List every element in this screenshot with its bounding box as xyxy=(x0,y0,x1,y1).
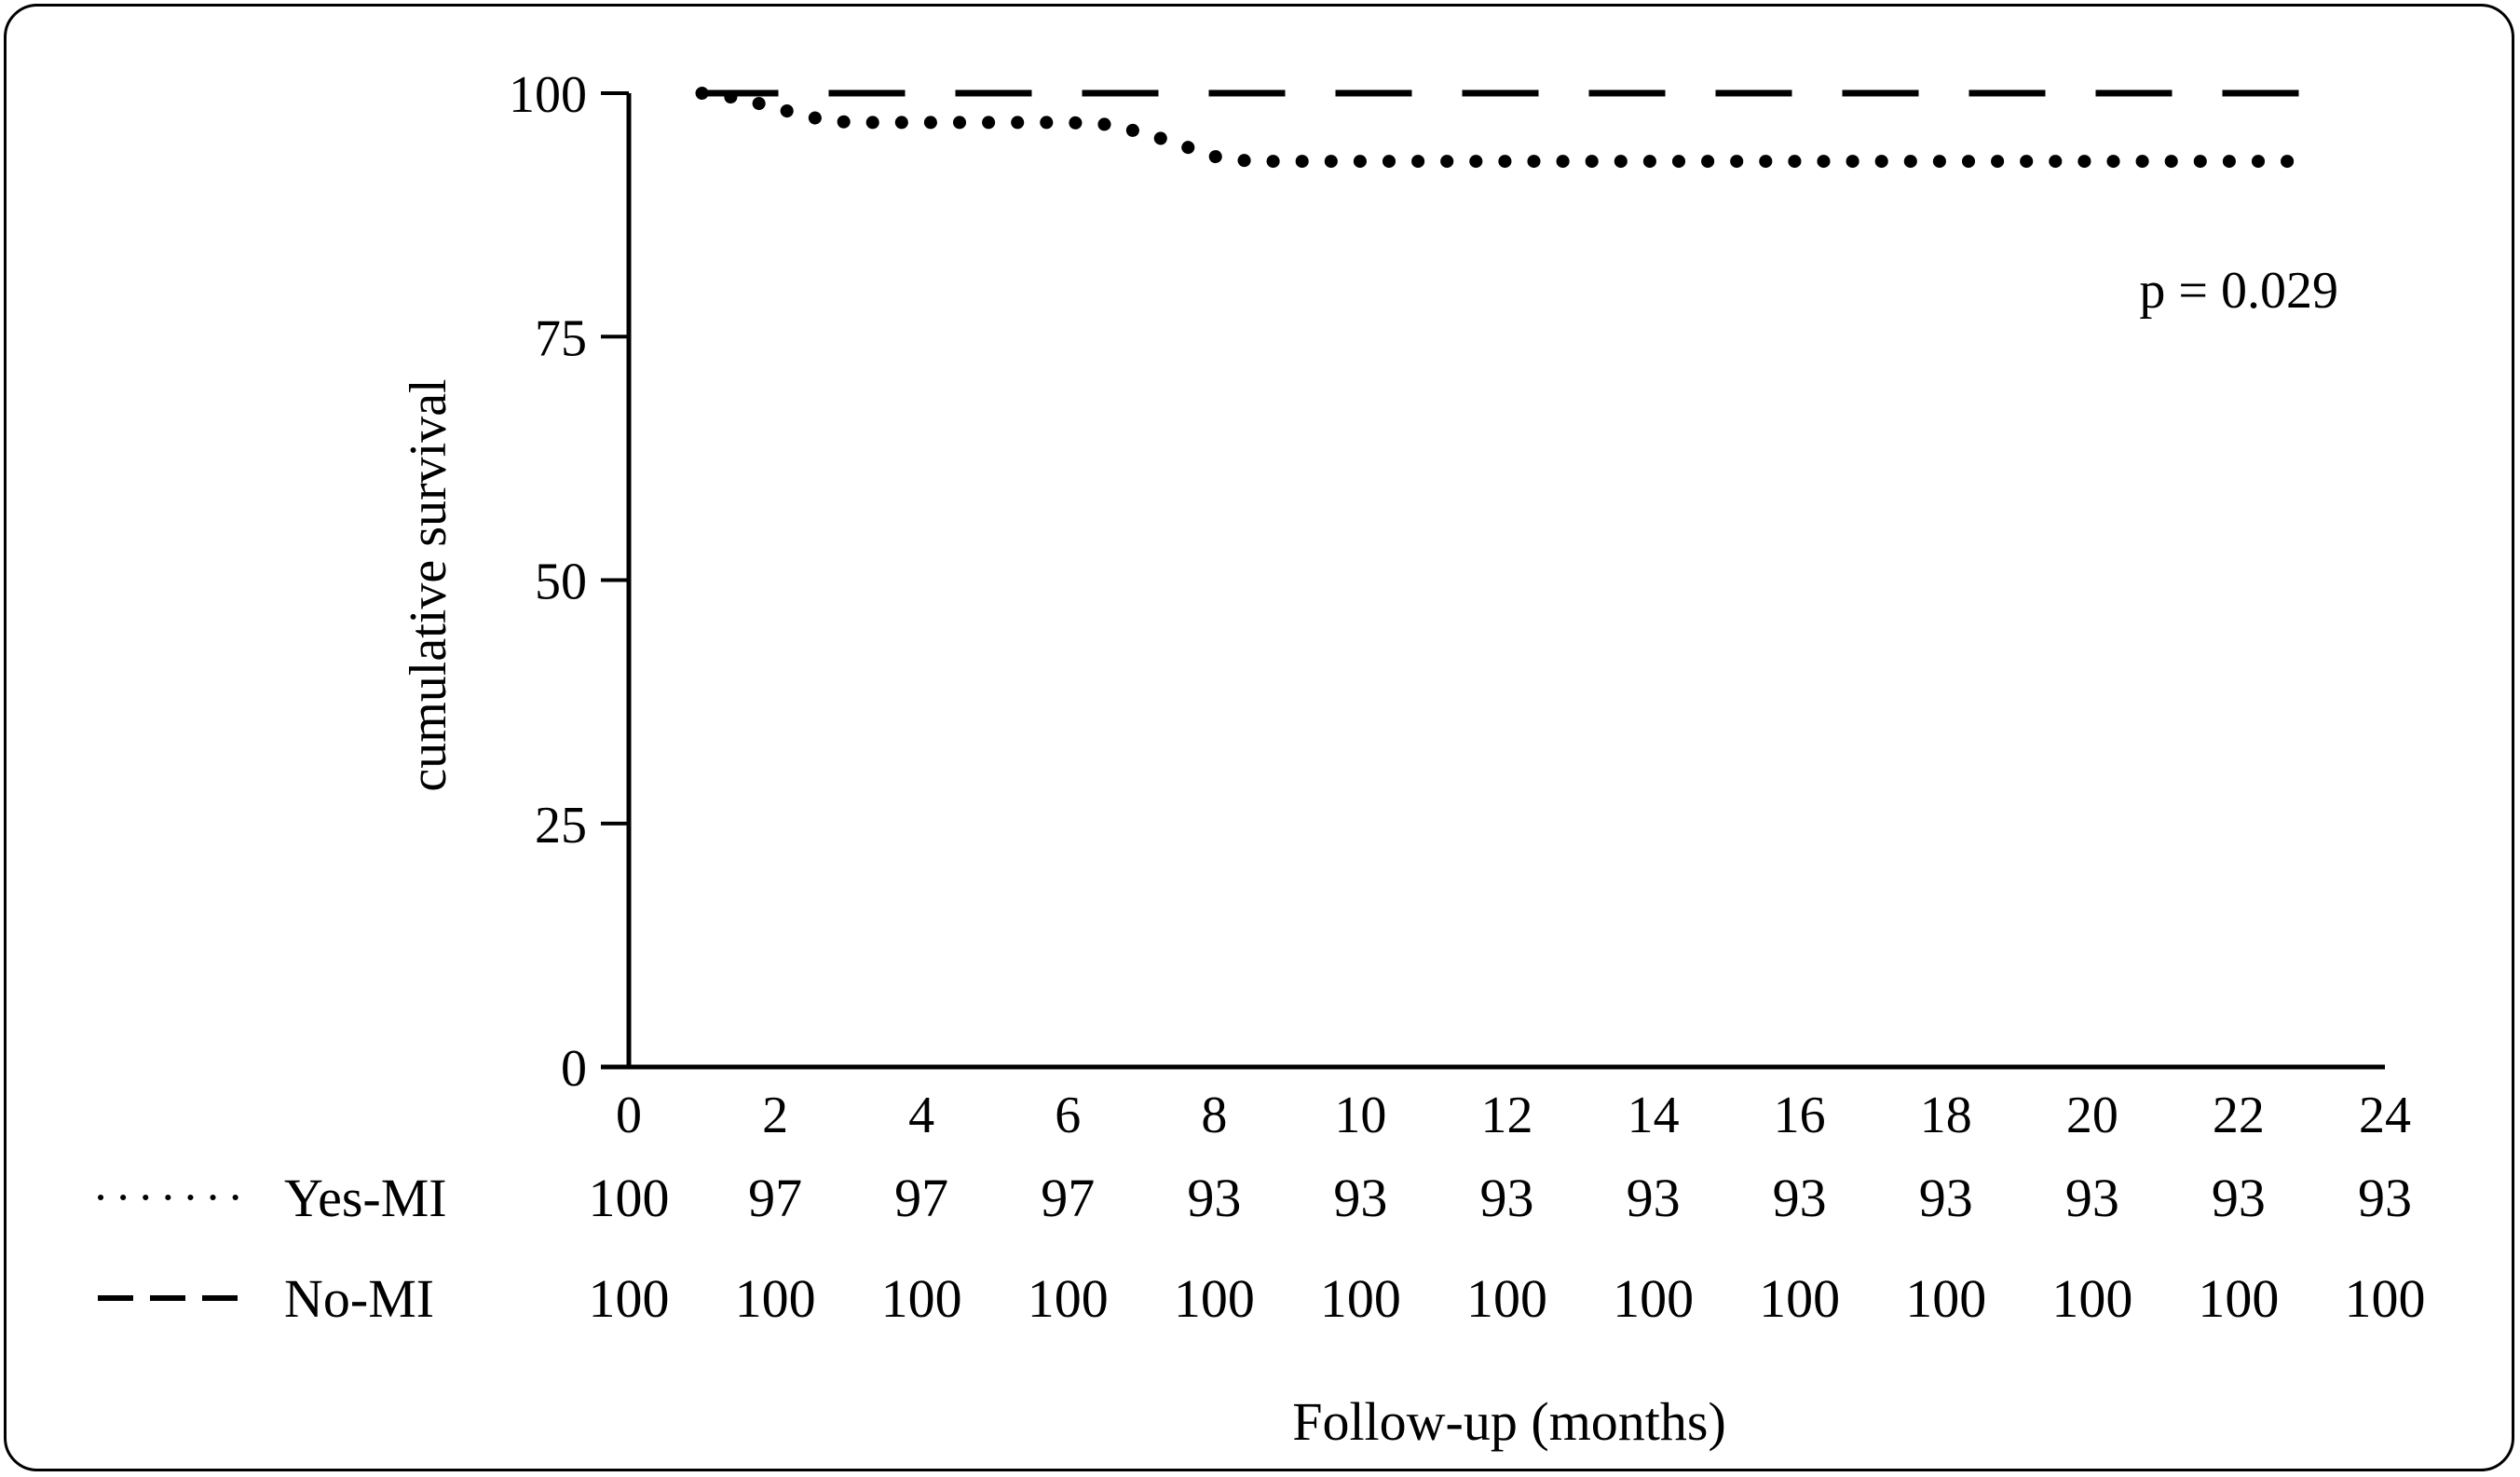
risk-table-cell: 100 xyxy=(1759,1268,1840,1329)
risk-table-cell: 97 xyxy=(1041,1168,1095,1228)
risk-table-cell: 93 xyxy=(2065,1168,2119,1228)
risk-table-cell: 100 xyxy=(881,1268,962,1329)
risk-table-cell: 100 xyxy=(1613,1268,1694,1329)
chart-labels: cumulative survival Follow-up (months) p… xyxy=(400,262,2338,1452)
y-tick-label: 0 xyxy=(561,1040,587,1098)
risk-table-cell: 93 xyxy=(1187,1168,1241,1228)
risk-table-cell: 93 xyxy=(1333,1168,1387,1228)
risk-table-cell: 93 xyxy=(1919,1168,1973,1228)
risk-table-cell: 97 xyxy=(748,1168,802,1228)
x-tick-label: 8 xyxy=(1201,1087,1227,1144)
risk-row-label-yes-mi: Yes-MI xyxy=(284,1168,447,1228)
risk-table-cell: 100 xyxy=(2198,1268,2279,1329)
risk-table-cell: 100 xyxy=(1905,1268,1986,1329)
x-tick-label: 20 xyxy=(2066,1087,2118,1144)
x-tick-label: 4 xyxy=(908,1087,934,1144)
x-tick-label: 14 xyxy=(1628,1087,1680,1144)
p-value-annotation: p = 0.029 xyxy=(2139,262,2338,320)
x-tick-label: 16 xyxy=(1774,1087,1826,1144)
risk-table-cell: 100 xyxy=(735,1268,816,1329)
risk-table-cell: 100 xyxy=(589,1168,670,1228)
risk-table-cell: 100 xyxy=(1320,1268,1401,1329)
risk-table-cell: 93 xyxy=(1773,1168,1827,1228)
risk-table-cell: 93 xyxy=(1627,1168,1681,1228)
risk-table-cell: 93 xyxy=(1480,1168,1534,1228)
risk-table: Yes-MI 100 97 97 97 93 93 93 93 93 93 93 93 93 No-MI 10… xyxy=(98,1168,2426,1329)
risk-row-label-no-mi: No-MI xyxy=(284,1268,434,1329)
chart-frame xyxy=(4,4,2514,1471)
x-tick-label: 2 xyxy=(762,1087,788,1144)
y-tick-label: 50 xyxy=(535,554,587,611)
risk-table-cell: 100 xyxy=(1466,1268,1547,1329)
risk-table-cell: 100 xyxy=(2345,1268,2426,1329)
risk-table-cell: 100 xyxy=(2051,1268,2132,1329)
x-tick-label: 6 xyxy=(1055,1087,1081,1144)
y-tick-label: 25 xyxy=(535,797,587,855)
series-yes-mi-line xyxy=(695,87,2319,169)
risk-table-cell: 100 xyxy=(589,1268,670,1329)
x-tick-label: 10 xyxy=(1334,1087,1386,1144)
risk-table-cell: 93 xyxy=(2358,1168,2412,1228)
y-tick-label: 100 xyxy=(509,66,587,124)
series-lines xyxy=(695,87,2319,169)
x-tick-label: 0 xyxy=(616,1087,642,1144)
y-tick-label: 75 xyxy=(535,309,587,367)
risk-table-cell: 100 xyxy=(1028,1268,1109,1329)
x-tick-label: 18 xyxy=(1920,1087,1972,1144)
x-tick-label: 22 xyxy=(2213,1087,2265,1144)
risk-table-cell: 93 xyxy=(2212,1168,2266,1228)
x-tick-label: 12 xyxy=(1481,1087,1533,1144)
risk-table-cell: 100 xyxy=(1174,1268,1255,1329)
x-axis-label: Follow-up (months) xyxy=(1292,1391,1726,1452)
x-tick-label: 24 xyxy=(2359,1087,2411,1144)
risk-table-cell: 97 xyxy=(894,1168,948,1228)
y-axis-label: cumulative survival xyxy=(400,378,457,791)
